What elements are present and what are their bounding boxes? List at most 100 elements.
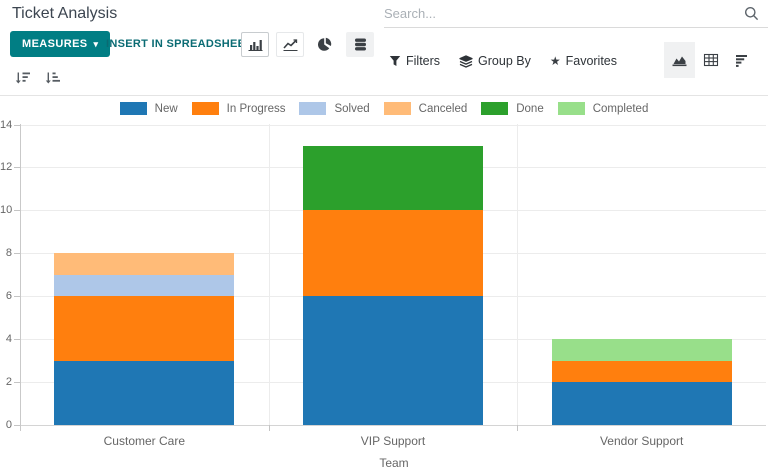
y-tick-label: 4 [5,333,12,346]
legend-swatch [191,102,219,115]
x-axis-title: Team [379,456,409,470]
search-button[interactable] [734,1,768,27]
legend-swatch [383,102,411,115]
legend-label: Completed [592,102,649,115]
bar-segment-canceled[interactable] [54,253,235,275]
y-tick-mark [14,253,20,255]
search-menus: Filters Group By ★ Favorites [389,54,617,68]
bar-segment-in-progress[interactable] [303,210,483,297]
x-tick-mark [268,425,270,431]
pie-chart-button[interactable] [311,32,339,57]
bar-segment-new[interactable] [551,382,732,425]
star-icon: ★ [549,54,561,68]
search-input[interactable] [384,6,734,21]
legend-label: Solved [334,102,370,115]
legend-label: Done [516,102,544,115]
y-tick-label: 14 [0,118,13,131]
filters-menu[interactable]: Filters [389,54,440,68]
favorites-menu[interactable]: ★ Favorites [550,54,617,68]
group-by-label: Group By [478,54,531,68]
category-label: VIP Support [360,434,426,448]
group-by-menu[interactable]: Group By [459,54,531,68]
pivot-view-button[interactable] [695,42,726,78]
legend-item-solved[interactable]: Solved [299,102,370,115]
category-boundary-gridline [268,124,270,425]
y-tick-mark [14,382,20,384]
chart-legend: New In Progress Solved Canceled Done Complete… [119,102,649,115]
legend-item-canceled[interactable]: Canceled [383,102,468,115]
filters-label: Filters [406,54,441,68]
y-tick-label: 8 [5,247,12,260]
measures-button[interactable]: MEASURES ▾ [10,31,111,57]
legend-swatch [557,102,585,115]
layers-icon [459,54,473,68]
sort-descending-icon [15,71,31,85]
graph-view-icon [671,53,688,68]
y-tick-mark [14,124,20,126]
y-tick-label: 10 [0,204,13,217]
y-tick-mark [14,339,20,341]
bar-segment-new[interactable] [54,360,235,425]
sort-ascending-icon [45,71,61,85]
legend-label: New [154,102,178,115]
graph-view-button[interactable] [664,42,695,78]
stacked-icon [353,37,368,52]
line-chart-button[interactable] [276,32,304,57]
pivot-view-icon [703,53,719,67]
legend-label: Canceled [418,102,468,115]
legend-item-in-progress[interactable]: In Progress [191,102,286,115]
y-tick-label: 0 [5,419,12,431]
y-tick-label: 2 [5,376,12,389]
control-panel-header: Ticket Analysis [0,0,768,28]
pie-chart-icon [317,37,333,52]
chart-area: Team 0 2 4 6 8 10 12 14 Customer Care VIP Support… [0,118,768,474]
y-tick-label: 12 [0,161,13,174]
legend-item-new[interactable]: New [119,102,178,115]
favorites-label: Favorites [565,54,618,68]
line-chart-icon [282,37,299,52]
list-view-icon [734,54,749,67]
legend-swatch [119,102,147,115]
search-bar[interactable] [384,0,768,28]
x-tick-mark [517,425,519,431]
insert-in-spreadsheet-button[interactable]: INSERT IN SPREADSHEET [106,31,252,57]
bar-chart-button[interactable] [241,32,269,57]
bar-segment-done[interactable] [303,145,483,211]
chart-type-selector [241,32,374,57]
bar-chart-icon [247,37,264,52]
search-icon [744,6,759,21]
legend-item-done[interactable]: Done [481,102,544,115]
graph-toolbar: MEASURES ▾ INSERT IN SPREADSHEET [0,28,768,95]
y-tick-label: 6 [5,290,12,303]
y-tick-mark [14,167,20,169]
caret-down-icon: ▾ [93,38,99,49]
view-switcher [664,42,757,78]
bar-segment-solved[interactable] [54,274,235,297]
y-tick-mark [14,425,20,426]
sort-ascending-button[interactable] [44,70,62,86]
y-tick-mark [14,210,20,212]
legend-swatch [299,102,327,115]
bar-segment-in-progress[interactable] [551,360,732,383]
category-label: Customer Care [103,434,185,448]
bar-segment-new[interactable] [303,296,483,425]
y-axis-line [20,124,21,431]
filter-icon [389,55,401,67]
y-gridline [20,124,766,126]
sort-buttons [14,70,62,86]
sort-descending-button[interactable] [14,70,32,86]
stacked-toggle-button[interactable] [346,32,374,57]
category-label: Vendor Support [599,434,684,448]
list-view-button[interactable] [726,42,757,78]
y-gridline [20,425,766,426]
bar-segment-completed[interactable] [551,339,732,361]
legend-label: In Progress [226,102,286,115]
legend-row: New In Progress Solved Canceled Done Complete… [0,95,768,121]
bar-segment-in-progress[interactable] [54,296,235,361]
legend-item-completed[interactable]: Completed [557,102,649,115]
category-boundary-gridline [517,124,519,425]
page-title: Ticket Analysis [12,5,118,22]
y-tick-mark [14,296,20,298]
measures-label: MEASURES [22,38,88,50]
